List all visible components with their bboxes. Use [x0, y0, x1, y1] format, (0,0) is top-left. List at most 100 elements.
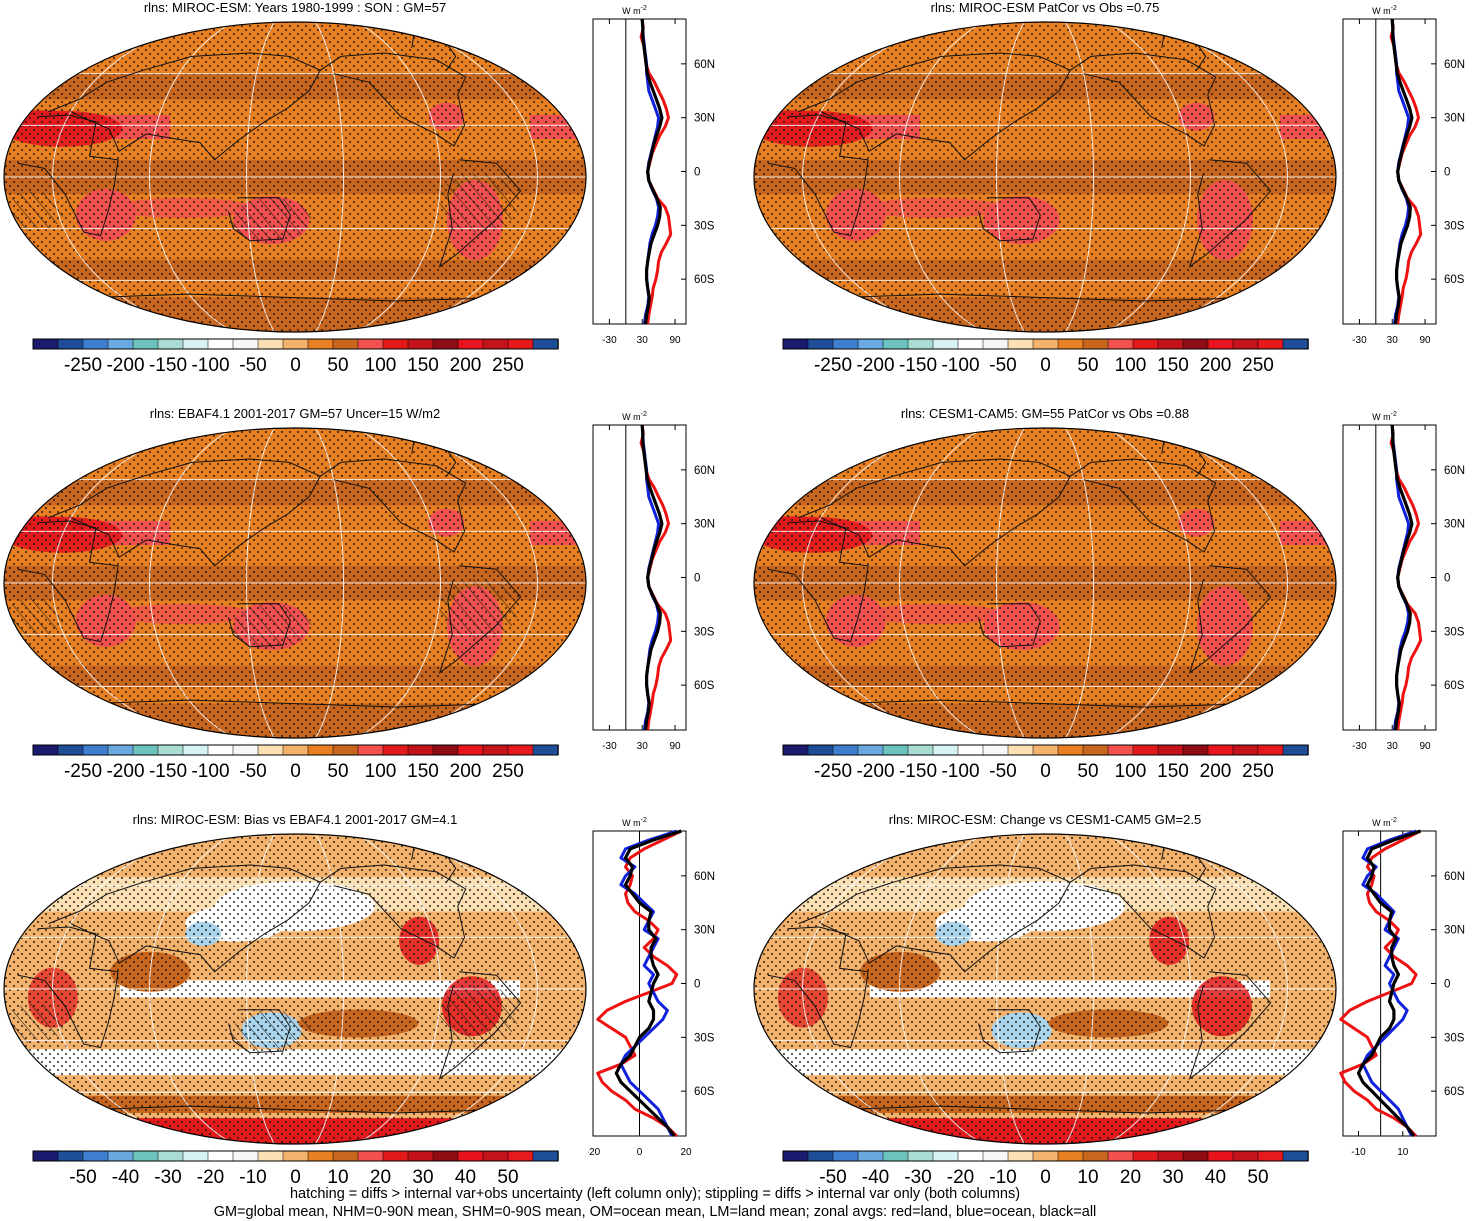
colorbar-tick-label: -50: [819, 1167, 847, 1188]
zonal-unit-label: W m-2: [622, 817, 647, 828]
colorbar-tick-label: 0: [1040, 1167, 1051, 1188]
lat-tick-label: 30S: [1444, 626, 1465, 638]
lat-tick-label: 60S: [1444, 680, 1465, 692]
colorbar-tick-label: 30: [412, 1167, 434, 1188]
zonal-mean-plot: -20 0 20 60N 30N 0 30S 60S W m-2: [588, 817, 715, 1158]
zonal-unit-label: W m-2: [1372, 5, 1397, 16]
zonal-all-line: [1390, 424, 1414, 731]
colorbar: [32, 338, 559, 350]
colorbar-tick-label: 50: [1077, 761, 1099, 782]
map-p3: [3, 427, 587, 739]
footnote-line-1: hatching = diffs > internal var+obs unce…: [289, 1186, 1021, 1202]
colorbar-tick-label: 200: [1199, 355, 1232, 376]
zonal-ocean-line: [1361, 829, 1417, 1137]
panel-p6: rlns: MIROC-ESM: Change vs CESM1-CAM5 GM…: [750, 812, 1483, 1218]
colorbar: [32, 1150, 559, 1162]
zonal-x-tick: -30: [602, 335, 617, 346]
colorbar-tick-label: -200: [106, 761, 145, 782]
colorbar-tick-label: -50: [239, 355, 267, 376]
colorbar-tick-label: -50: [69, 1167, 97, 1188]
lat-tick-label: 60N: [694, 59, 715, 71]
colorbar: [782, 1150, 1309, 1162]
zonal-all-line: [1356, 829, 1422, 1137]
colorbar-tick-label: -30: [904, 1167, 932, 1188]
colorbar-tick-label: -30: [154, 1167, 182, 1188]
panel-title: rlns: CESM1-CAM5: GM=55 PatCor vs Obs =0…: [900, 406, 1190, 421]
colorbar: [32, 744, 559, 756]
colorbar-tick-label: 100: [1114, 761, 1147, 782]
colorbar-tick-label: 200: [449, 761, 482, 782]
zonal-land-line: [1339, 829, 1422, 1138]
colorbar-tick-label: -250: [813, 761, 853, 782]
colorbar-tick-label: -200: [106, 355, 145, 376]
colorbar-tick-label: 200: [449, 355, 482, 376]
colorbar-tick-label: 150: [1157, 761, 1189, 782]
lat-tick-label: 30N: [694, 925, 715, 937]
colorbar-tick-label: 20: [1119, 1167, 1142, 1188]
colorbar-tick-label: -40: [111, 1167, 140, 1188]
lat-tick-label: 30S: [694, 1032, 715, 1044]
lat-tick-label: 60S: [1444, 274, 1465, 286]
zonal-ocean-line: [619, 829, 678, 1137]
lat-tick-label: 30S: [1444, 1032, 1465, 1044]
lat-tick-label: 60N: [1444, 465, 1465, 477]
lat-tick-label: 30N: [694, 519, 715, 531]
lat-tick-label: 60N: [694, 465, 715, 477]
colorbar-tick-label: -150: [898, 355, 938, 376]
lat-tick-label: 30S: [694, 626, 715, 638]
colorbar-tick-label: 50: [327, 355, 349, 376]
zonal-mean-plot: -30 30 90 60N 30N 0 30S 60S W m-2: [592, 5, 715, 346]
zonal-all-line: [614, 829, 682, 1137]
colorbar-tick-label: -150: [898, 761, 938, 782]
zonal-unit-label: W m-2: [622, 5, 647, 16]
zonal-x-tick: 90: [1419, 741, 1431, 752]
map-p2: [753, 21, 1337, 333]
zonal-land-line: [596, 829, 682, 1138]
lat-tick-label: 60N: [1444, 871, 1465, 883]
zonal-x-tick: 30: [1387, 335, 1399, 346]
colorbar-tick-label: 0: [290, 1167, 301, 1188]
colorbar-tick-label: 20: [369, 1167, 392, 1188]
colorbar-tick-label: 50: [497, 1167, 519, 1188]
colorbar-tick-label: 100: [364, 355, 397, 376]
colorbar-tick-label: 200: [1199, 761, 1232, 782]
colorbar-tick-label: -10: [989, 1167, 1017, 1188]
lat-tick-label: 30S: [694, 220, 715, 232]
colorbar-tick-label: -150: [148, 355, 188, 376]
lat-tick-label: 30S: [1444, 220, 1465, 232]
zonal-x-tick: -30: [1352, 741, 1367, 752]
colorbar-tick-label: -100: [191, 761, 230, 782]
zonal-x-tick: -20: [588, 1147, 601, 1158]
lat-tick-label: 0: [1444, 979, 1450, 991]
lat-tick-label: 30N: [1444, 519, 1465, 531]
zonal-x-tick: -30: [602, 741, 617, 752]
panel-title: rlns: MIROC-ESM: Change vs CESM1-CAM5 GM…: [888, 812, 1202, 827]
panel-p2: rlns: MIROC-ESM PatCor vs Obs =0.75 -250-…: [750, 0, 1483, 406]
colorbar-tick-label: 250: [1242, 355, 1274, 376]
zonal-all-line: [1390, 18, 1414, 325]
panel-title: rlns: EBAF4.1 2001-2017 GM=57 Uncer=15 W…: [149, 406, 441, 421]
zonal-x-tick: 30: [637, 741, 649, 752]
lat-tick-label: 30N: [694, 113, 715, 125]
lat-tick-label: 0: [1444, 573, 1450, 585]
colorbar-tick-label: 0: [1040, 761, 1051, 782]
panel-title: rlns: MIROC-ESM PatCor vs Obs =0.75: [930, 0, 1160, 15]
colorbar-tick-label: -250: [63, 761, 103, 782]
zonal-x-tick: 90: [669, 335, 681, 346]
colorbar-tick-label: 250: [1242, 761, 1274, 782]
colorbar-tick-label: -100: [941, 355, 980, 376]
lat-tick-label: 0: [694, 979, 700, 991]
panel-title: rlns: MIROC-ESM: Bias vs EBAF4.1 2001-20…: [132, 812, 458, 827]
lat-tick-label: 0: [1444, 167, 1450, 179]
colorbar-tick-label: 50: [1247, 1167, 1269, 1188]
zonal-unit-label: W m-2: [622, 411, 647, 422]
colorbar-tick-label: 250: [492, 761, 524, 782]
colorbar-tick-label: 150: [407, 355, 439, 376]
zonal-mean-plot: -10 10 60N 30N 0 30S 60S W m-2: [1339, 817, 1465, 1158]
colorbar-tick-label: 50: [327, 761, 349, 782]
colorbar: [782, 338, 1309, 350]
zonal-x-tick: -30: [1352, 335, 1367, 346]
zonal-mean-plot: -30 30 90 60N 30N 0 30S 60S W m-2: [1342, 411, 1465, 752]
colorbar-tick-label: 30: [1162, 1167, 1184, 1188]
lat-tick-label: 30N: [1444, 925, 1465, 937]
